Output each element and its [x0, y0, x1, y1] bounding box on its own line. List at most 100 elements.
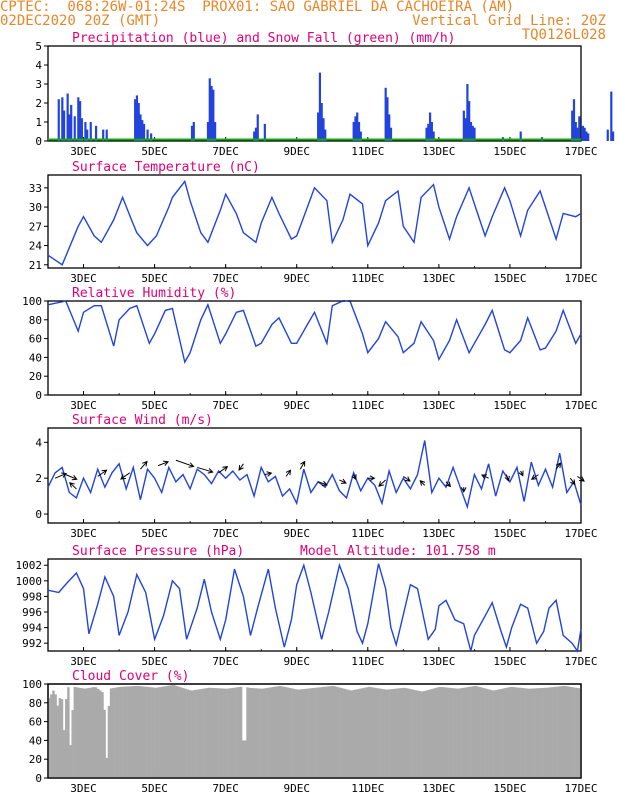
precip-bar	[388, 114, 391, 141]
cloud-cover-bar	[395, 688, 398, 778]
wind-arrow	[419, 479, 426, 486]
cloud-cover-bar	[386, 689, 390, 778]
cloud-cover-bar	[62, 730, 66, 778]
wind-xtick-label: 15DEC	[493, 527, 526, 540]
humidity-ytick-label: 40	[29, 351, 42, 364]
cloud-bars	[48, 685, 582, 778]
precip-bar	[462, 110, 465, 141]
precip-bar	[70, 104, 73, 141]
cloud-cover-bar	[320, 687, 324, 778]
cloud-cover-bar	[393, 688, 396, 778]
precip-bar	[464, 118, 467, 141]
humidity-ytick-label: 60	[29, 333, 42, 346]
wind-arrow	[504, 474, 510, 482]
precip-bar	[263, 123, 266, 141]
cloud-frame-overlay	[47, 683, 582, 779]
precip-bar	[352, 122, 355, 141]
cloud-cover-bar	[101, 692, 104, 778]
wind-arrow	[69, 482, 77, 490]
cloud-cover-bar	[265, 688, 268, 778]
cloud-xtick-label: 5DEC	[141, 782, 168, 795]
temperature-frame	[47, 174, 582, 269]
precip-bar	[139, 114, 142, 141]
wind-arrow	[555, 462, 562, 470]
cloud-cover-bar	[139, 686, 143, 778]
cloud-cover-bar	[222, 688, 226, 778]
precip-frame	[47, 45, 582, 142]
temperature-ytick-label: 24	[29, 240, 43, 253]
cloud-cover-bar	[301, 689, 305, 778]
precip-ytick-label: 4	[35, 59, 42, 72]
wind-arrow	[140, 460, 148, 470]
cloud-cover-bar	[273, 686, 277, 778]
temperature-xtick-label: 3DEC	[70, 272, 97, 285]
precip-bar	[84, 122, 87, 141]
pressure-title: Surface Pressure (hPa)	[72, 544, 244, 559]
cloud-cover-bar	[346, 689, 349, 778]
temperature-ytick-label: 27	[29, 220, 42, 233]
precip-bar	[583, 127, 586, 141]
cloud-cover-bar	[369, 687, 373, 778]
cloud-cover-bar	[416, 690, 420, 778]
cloud-xtick-label: 11DEC	[351, 782, 384, 795]
temperature-title: Surface Temperature (nC)	[72, 160, 260, 175]
cloud-cover-bar	[131, 686, 134, 778]
cloud-cover-bar	[229, 688, 232, 778]
cloud-cover-bar	[94, 687, 98, 778]
cloud-cover-bar	[521, 688, 524, 778]
cloud-cover-bar	[122, 686, 126, 778]
cloud-cover-bar	[578, 688, 582, 778]
precip-bar	[66, 93, 69, 141]
cloud-cover-bar	[529, 688, 533, 778]
precip-bar	[73, 116, 76, 141]
cloud-cover-bar	[107, 705, 111, 778]
cloud-cover-bar	[425, 690, 428, 778]
cloud-cover-bar	[67, 687, 70, 778]
wind-ytick-label: 4	[35, 436, 42, 449]
cloud-cover-bar	[551, 687, 554, 778]
humidity-ytick-label: 80	[29, 314, 42, 327]
precip-bar	[466, 84, 469, 141]
cloud-cover-bar	[99, 690, 102, 778]
wind-arrow	[577, 475, 585, 482]
cloud-cover-bar	[114, 687, 117, 778]
cloud-cover-bar	[129, 686, 132, 778]
wind-ytick-label: 0	[35, 508, 42, 521]
cloud-cover-bar	[525, 688, 528, 778]
cloud-ytick-label: 60	[29, 716, 42, 729]
wind-arrow	[445, 481, 452, 488]
cloud-cover-bar	[282, 686, 285, 778]
wind-arrow	[530, 474, 539, 480]
cloud-cover-bar	[150, 687, 153, 778]
precip-bar	[142, 123, 146, 141]
precip-xtick-label: 15DEC	[493, 145, 526, 158]
precip-bar	[587, 133, 590, 141]
humidity-xtick-label: 11DEC	[351, 399, 384, 412]
cloud-cover-bar	[572, 687, 575, 778]
cloud-cover-bar	[472, 686, 475, 778]
cloud-cover-bar	[182, 688, 185, 778]
cloud-cover-bar	[54, 694, 57, 778]
cloud-cover-bar	[146, 686, 149, 778]
cloud-cover-bar	[137, 685, 140, 778]
precip-bar	[356, 112, 359, 141]
wind-arrow	[299, 460, 306, 470]
cloud-cover-bar	[120, 686, 123, 778]
cloud-cover-bar	[73, 686, 77, 778]
cloud-cover-bar	[199, 689, 202, 778]
cloud-cover-bar	[118, 686, 121, 778]
cloud-cover-bar	[397, 688, 401, 778]
cloud-cover-bar	[133, 686, 136, 778]
cloud-cover-bar	[111, 688, 115, 778]
precip-bar	[389, 127, 393, 141]
temperature-xtick-label: 17DEC	[564, 272, 597, 285]
wind-arrow	[264, 471, 273, 477]
precip-bar	[519, 131, 522, 141]
precip-bar	[576, 127, 579, 141]
pressure-ytick-label: 996	[22, 606, 42, 619]
cloud-cover-bar	[160, 686, 164, 778]
wind-arrow	[378, 479, 386, 487]
cloud-cover-bar	[453, 688, 456, 778]
cloud-cover-bar	[557, 686, 560, 778]
